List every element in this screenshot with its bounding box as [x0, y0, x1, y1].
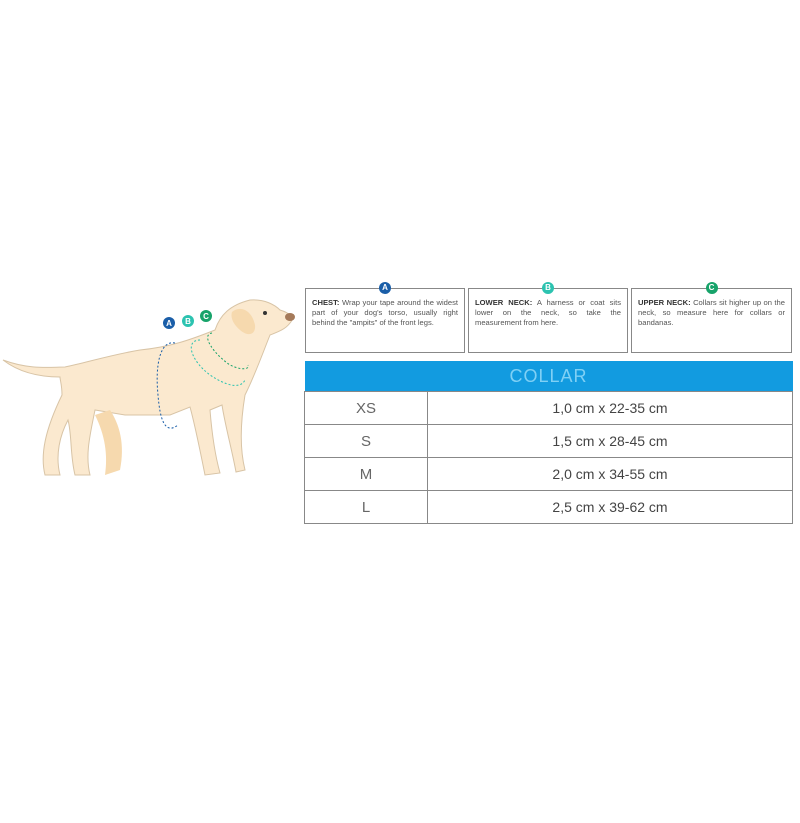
dog-label-c: C — [203, 312, 209, 321]
box-title: LOWER NECK: — [475, 298, 533, 307]
dog-label-a: A — [166, 319, 172, 328]
table-row: L 2,5 cm x 39-62 cm — [304, 490, 793, 524]
dimension-cell: 1,5 cm x 28-45 cm — [427, 424, 793, 458]
box-title: CHEST: — [312, 298, 340, 307]
table-row: S 1,5 cm x 28-45 cm — [304, 424, 793, 458]
upper-neck-measure-line — [207, 332, 249, 370]
lower-neck-info-box: B LOWER NECK: A harness or coat sits low… — [468, 282, 628, 353]
dog-label-b: B — [185, 317, 191, 326]
box-text: A harness or coat sits lower on the neck… — [475, 298, 622, 327]
box-text: Collars sit higher up on the neck, so me… — [638, 298, 785, 327]
badge-a-icon — [163, 317, 175, 329]
badge-c-icon — [200, 310, 212, 322]
box-title: UPPER NECK: — [638, 298, 691, 307]
upper-neck-info-box: C UPPER NECK: Collars sit higher up on t… — [631, 282, 792, 353]
dog-eye — [263, 311, 267, 315]
size-cell: M — [304, 457, 428, 491]
badge-b-icon — [182, 315, 194, 327]
table-header-row: COLLAR — [304, 361, 793, 392]
size-cell: XS — [304, 391, 428, 425]
table-row: XS 1,0 cm x 22-35 cm — [304, 391, 793, 425]
dog-nose — [285, 313, 295, 321]
table-header: COLLAR — [304, 361, 793, 392]
table-row: M 2,0 cm x 34-55 cm — [304, 457, 793, 491]
size-cell: L — [304, 490, 428, 524]
lower-neck-measure-line — [190, 339, 246, 386]
dog-illustration: A B C — [2, 299, 295, 476]
box-text: Wrap your tape around the widest part of… — [312, 298, 458, 327]
size-cell: S — [304, 424, 428, 458]
badge-b: B — [542, 282, 554, 294]
dimension-cell: 1,0 cm x 22-35 cm — [427, 391, 793, 425]
dog-ear — [231, 308, 256, 335]
dimension-cell: 2,5 cm x 39-62 cm — [427, 490, 793, 524]
chest-info-box: A CHEST: Wrap your tape around the wides… — [305, 282, 465, 353]
dog-body — [2, 299, 293, 476]
dimension-cell: 2,0 cm x 34-55 cm — [427, 457, 793, 491]
collar-size-table: COLLAR XS 1,0 cm x 22-35 cm S 1,5 cm x 28-… — [304, 361, 793, 524]
chest-measure-line — [156, 342, 179, 429]
badge-c: C — [705, 282, 718, 294]
badge-a: A — [379, 282, 391, 294]
dog-back-leg — [95, 410, 122, 475]
